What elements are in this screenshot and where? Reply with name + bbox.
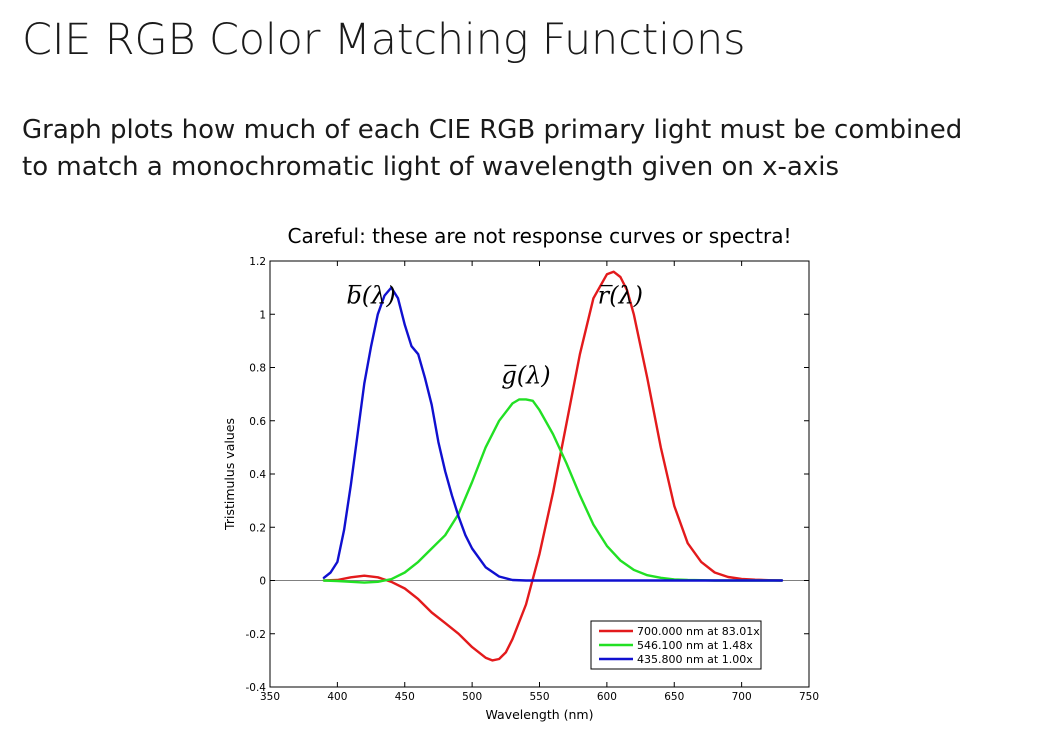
series-line-g	[322, 398, 784, 584]
x-tick-label: 700	[732, 691, 752, 703]
x-tick-label: 400	[327, 691, 347, 703]
legend-label-g: 546.100 nm at 1.48x	[637, 639, 753, 652]
axis-ticks: 350 400 450 500 550 600 650 700 750 -0.4 -0.2 0 0.2 0…	[246, 256, 820, 703]
x-tick-label: 650	[664, 691, 684, 703]
x-tick-label: 750	[799, 691, 819, 703]
curves	[322, 270, 784, 662]
legend-label-r: 700.000 nm at 83.01x	[637, 625, 760, 638]
y-tick-label: 0.2	[249, 522, 266, 534]
y-tick-label: -0.4	[246, 682, 267, 694]
y-tick-label: 1	[259, 309, 266, 321]
curve-label-g: g(λ)	[501, 361, 550, 389]
body-line-1: Graph plots how much of each CIE RGB pri…	[22, 115, 963, 145]
x-tick-label: 500	[462, 691, 482, 703]
x-tick-label: 350	[260, 691, 280, 703]
y-tick-label: 1.2	[249, 256, 266, 268]
y-tick-label: 0.8	[249, 363, 266, 375]
series-line-b	[322, 286, 784, 582]
x-tick-label: 550	[529, 691, 549, 703]
curve-labels: r(λ) g(λ) b(λ)	[346, 282, 643, 390]
y-axis-label: Tristimulus values	[222, 418, 237, 531]
slide-body: Graph plots how much of each CIE RGB pri…	[22, 112, 1042, 186]
legend-label-b: 435.800 nm at 1.00x	[637, 653, 753, 666]
curve-label-r: r(λ)	[598, 282, 643, 310]
body-line-2: to match a monochromatic light of wavele…	[22, 152, 840, 182]
x-tick-label: 450	[395, 691, 415, 703]
slide-title: CIE RGB Color Matching Functions	[22, 15, 746, 65]
series-line-r	[322, 270, 784, 662]
x-tick-label: 600	[597, 691, 617, 703]
x-axis-label: Wavelength (nm)	[486, 707, 594, 722]
y-tick-label: -0.2	[246, 629, 267, 641]
y-tick-label: 0.4	[249, 469, 266, 481]
chart-title: Careful: these are not response curves o…	[288, 224, 792, 248]
y-tick-label: 0	[259, 576, 266, 588]
curve-label-b: b(λ)	[346, 282, 395, 310]
y-tick-label: 0.6	[249, 416, 266, 428]
